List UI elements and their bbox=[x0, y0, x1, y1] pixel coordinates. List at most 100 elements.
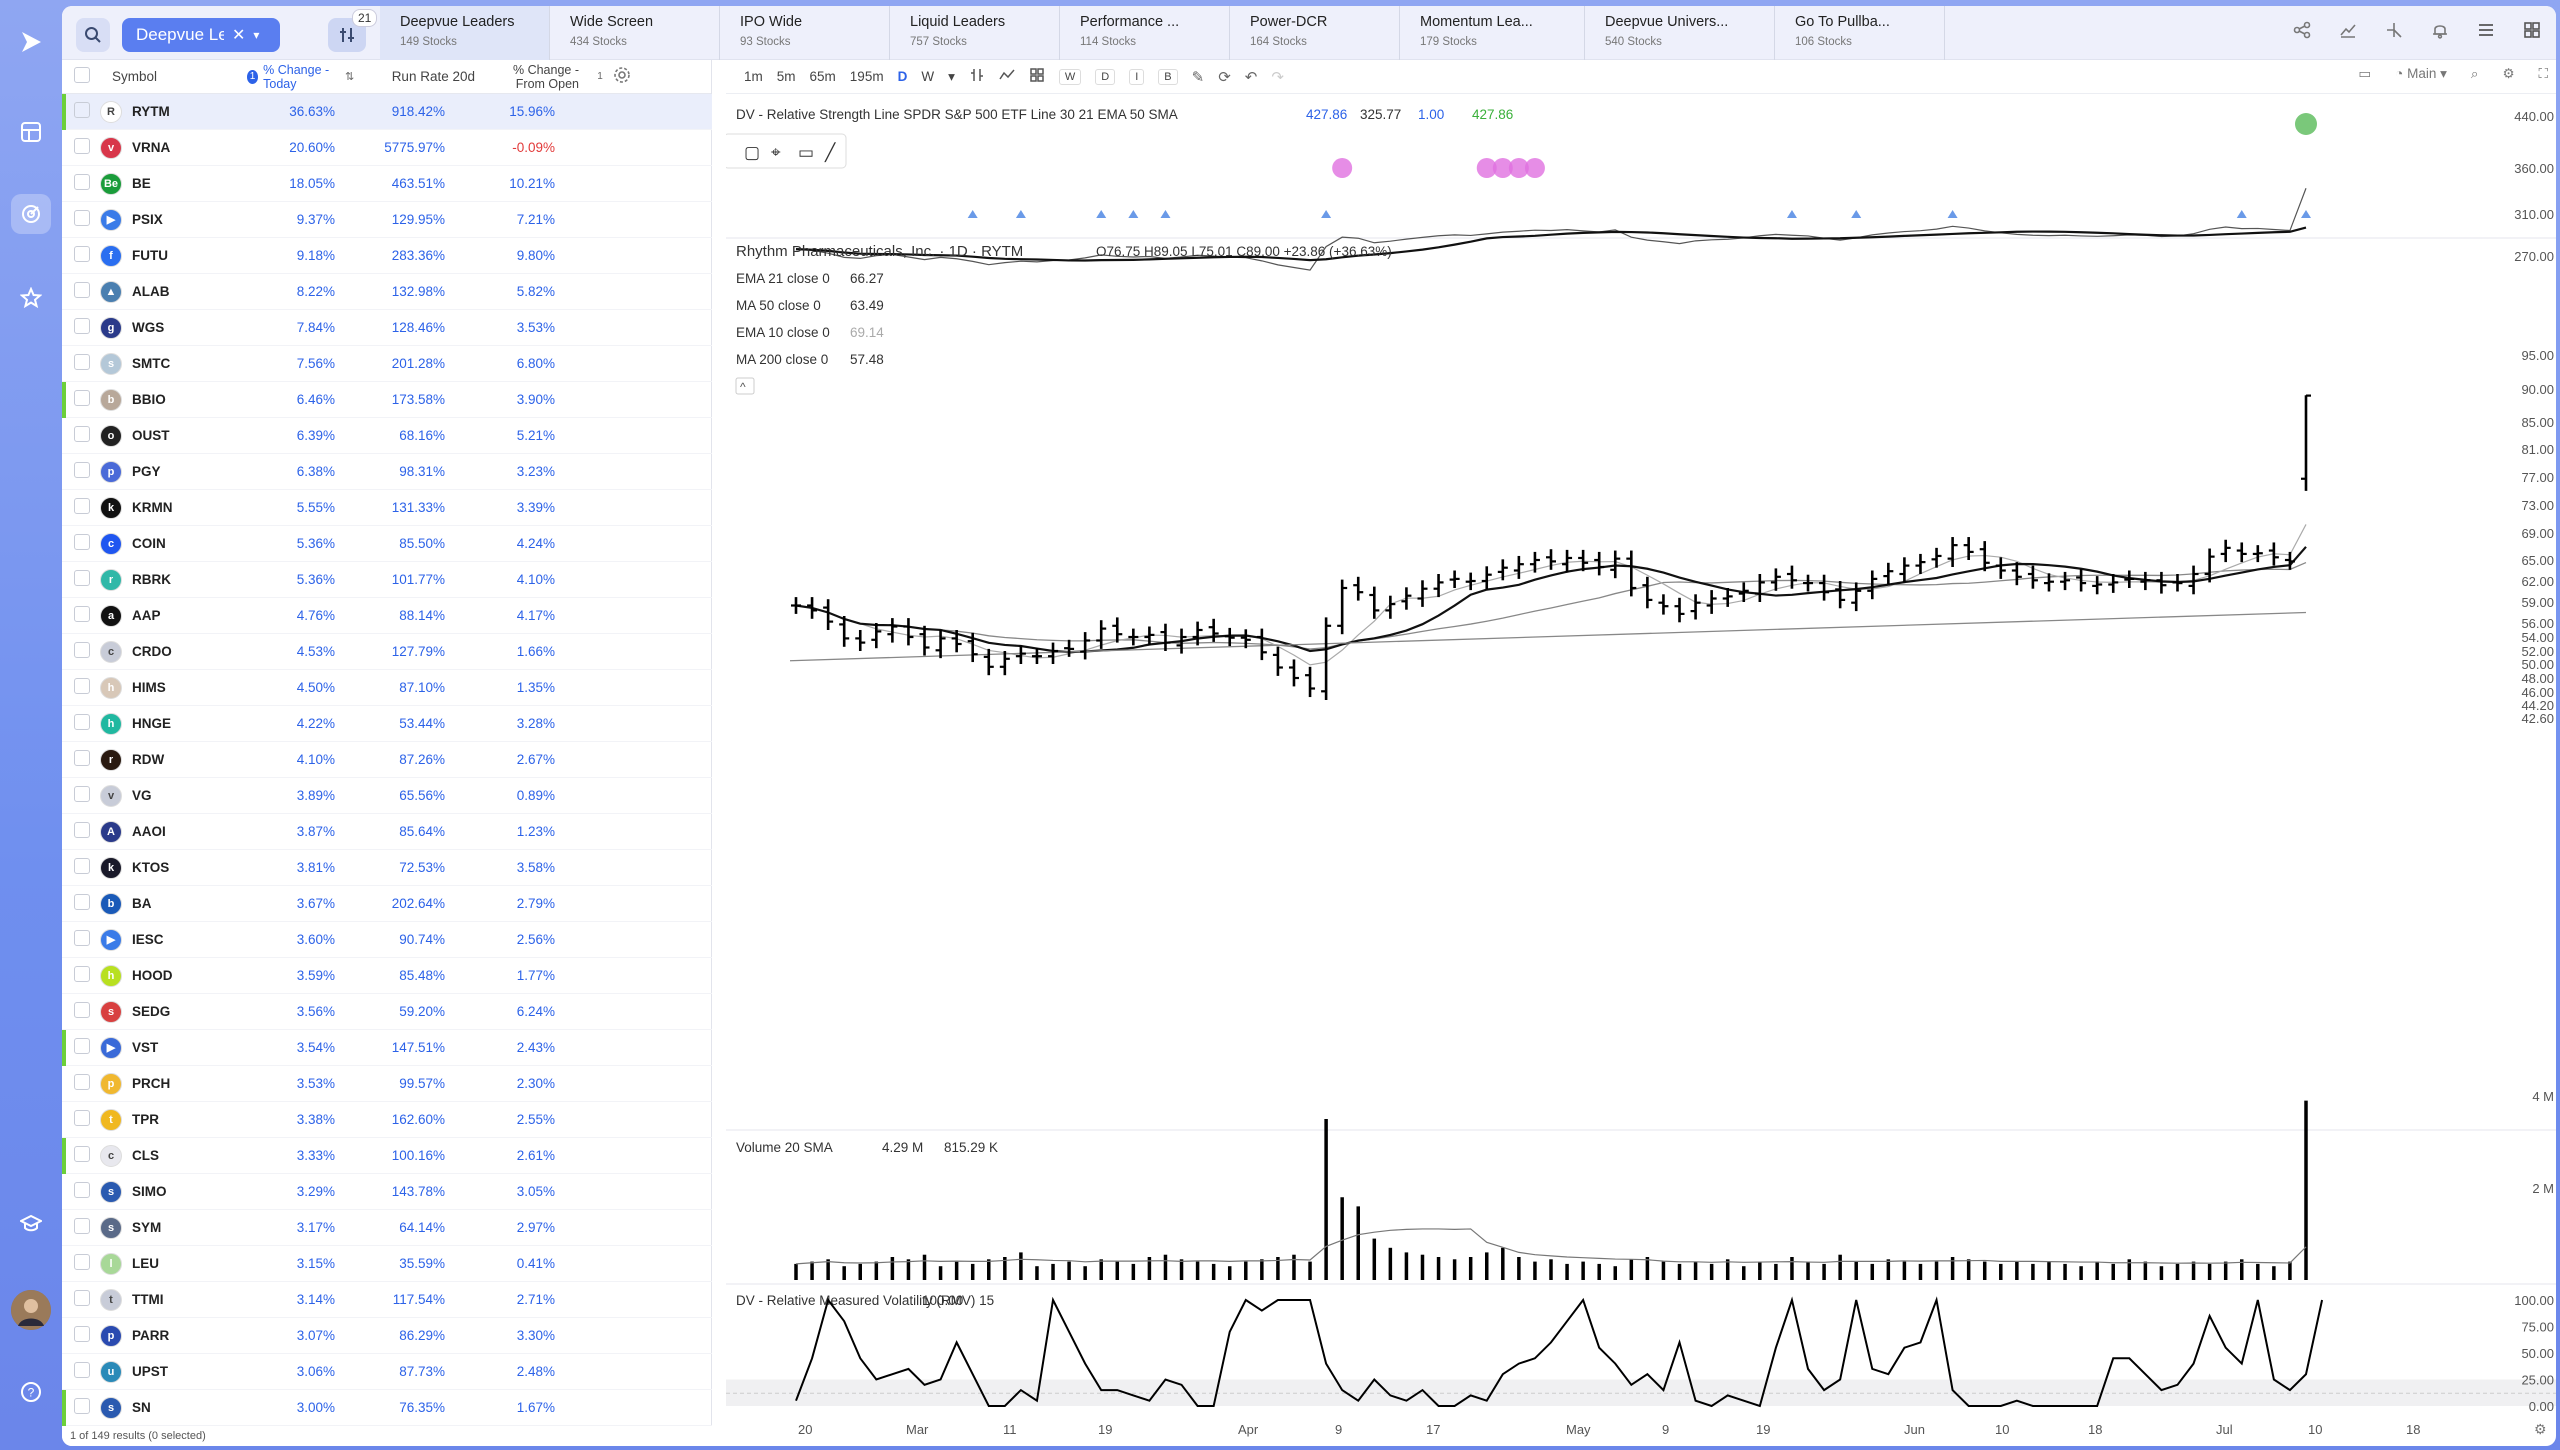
table-row[interactable]: g WGS 7.84% 128.46% 3.53% bbox=[62, 310, 712, 346]
row-checkbox[interactable] bbox=[62, 390, 100, 409]
table-row[interactable]: ▶ PSIX 9.37% 129.95% 7.21% bbox=[62, 202, 712, 238]
row-symbol[interactable]: CRDO bbox=[132, 644, 172, 659]
table-row[interactable]: b BA 3.67% 202.64% 2.79% bbox=[62, 886, 712, 922]
row-symbol[interactable]: FUTU bbox=[132, 248, 168, 263]
row-symbol[interactable]: LEU bbox=[132, 1256, 159, 1271]
clear-icon[interactable]: ✕ bbox=[232, 27, 246, 44]
tab-4[interactable]: Performance ... 114 Stocks bbox=[1060, 6, 1230, 60]
table-row[interactable]: s SYM 3.17% 64.14% 2.97% bbox=[62, 1210, 712, 1246]
row-symbol[interactable]: CLS bbox=[132, 1148, 159, 1163]
alerts-bell-icon[interactable] bbox=[2428, 18, 2452, 42]
table-row[interactable]: v VG 3.89% 65.56% 0.89% bbox=[62, 778, 712, 814]
deepvue-logo-icon[interactable] bbox=[11, 22, 51, 62]
row-checkbox[interactable] bbox=[62, 426, 100, 445]
table-row[interactable]: k KRMN 5.55% 131.33% 3.39% bbox=[62, 490, 712, 526]
row-checkbox[interactable] bbox=[62, 1290, 100, 1309]
tab-1[interactable]: Wide Screen 434 Stocks bbox=[550, 6, 720, 60]
fullscreen-icon[interactable]: ⛶ bbox=[2538, 66, 2548, 81]
table-row[interactable]: p PGY 6.38% 98.31% 3.23% bbox=[62, 454, 712, 490]
row-symbol[interactable]: SN bbox=[132, 1400, 151, 1415]
table-row[interactable]: r RBRK 5.36% 101.77% 4.10% bbox=[62, 562, 712, 598]
table-row[interactable]: b BBIO 6.46% 173.58% 3.90% bbox=[62, 382, 712, 418]
row-checkbox[interactable] bbox=[62, 750, 100, 769]
row-checkbox[interactable] bbox=[62, 858, 100, 877]
table-row[interactable]: s SMTC 7.56% 201.28% 6.80% bbox=[62, 346, 712, 382]
timeframe-65m[interactable]: 65m bbox=[809, 69, 836, 84]
table-row[interactable]: A AAOI 3.87% 85.64% 1.23% bbox=[62, 814, 712, 850]
col-symbol[interactable]: Symbol bbox=[112, 69, 158, 84]
timeframe-195m[interactable]: 195m bbox=[849, 69, 884, 84]
row-symbol[interactable]: AAP bbox=[132, 608, 161, 623]
row-symbol[interactable]: IESC bbox=[132, 932, 164, 947]
table-row[interactable]: c CRDO 4.53% 127.79% 1.66% bbox=[62, 634, 712, 670]
row-symbol[interactable]: PARR bbox=[132, 1328, 170, 1343]
row-checkbox[interactable] bbox=[62, 1146, 100, 1165]
screen-selector[interactable]: Deepvue Le... ✕ ▾ bbox=[122, 18, 280, 52]
undo-icon[interactable]: ↶ bbox=[1244, 68, 1258, 86]
templates-icon[interactable] bbox=[1029, 67, 1045, 86]
dashboard-icon[interactable] bbox=[11, 112, 51, 152]
table-settings-icon[interactable] bbox=[613, 66, 631, 87]
row-checkbox[interactable] bbox=[62, 1182, 100, 1201]
row-checkbox[interactable] bbox=[62, 102, 100, 121]
table-row[interactable]: c COIN 5.36% 85.50% 4.24% bbox=[62, 526, 712, 562]
range-I[interactable]: I bbox=[1129, 68, 1145, 85]
table-row[interactable]: c CLS 3.33% 100.16% 2.61% bbox=[62, 1138, 712, 1174]
panels-icon[interactable]: ▭ bbox=[2358, 66, 2372, 81]
sort-icon[interactable]: ⇅ bbox=[345, 71, 355, 83]
row-symbol[interactable]: UPST bbox=[132, 1364, 169, 1379]
chevron-down-icon[interactable]: ▾ bbox=[253, 28, 260, 42]
row-symbol[interactable]: KRMN bbox=[132, 500, 173, 515]
tab-3[interactable]: Liquid Leaders 757 Stocks bbox=[890, 6, 1060, 60]
range-B[interactable]: B bbox=[1158, 68, 1178, 85]
timeframe-1m[interactable]: 1m bbox=[744, 69, 763, 84]
row-symbol[interactable]: VG bbox=[132, 788, 152, 803]
row-checkbox[interactable] bbox=[62, 534, 100, 553]
row-checkbox[interactable] bbox=[62, 174, 100, 193]
row-symbol[interactable]: SEDG bbox=[132, 1004, 171, 1019]
row-checkbox[interactable] bbox=[62, 822, 100, 841]
row-symbol[interactable]: RBRK bbox=[132, 572, 171, 587]
list-view-icon[interactable] bbox=[2474, 18, 2498, 42]
row-checkbox[interactable] bbox=[62, 1218, 100, 1237]
range-W[interactable]: W bbox=[1058, 68, 1082, 85]
range-D[interactable]: D bbox=[1095, 68, 1116, 85]
row-symbol[interactable]: OUST bbox=[132, 428, 170, 443]
tab-6[interactable]: Momentum Lea... 179 Stocks bbox=[1400, 6, 1585, 60]
table-row[interactable]: r RDW 4.10% 87.26% 2.67% bbox=[62, 742, 712, 778]
table-row[interactable]: u UPST 3.06% 87.73% 2.48% bbox=[62, 1354, 712, 1390]
row-checkbox[interactable] bbox=[62, 1110, 100, 1129]
row-symbol[interactable]: VST bbox=[132, 1040, 159, 1055]
table-row[interactable]: a AAP 4.76% 88.14% 4.17% bbox=[62, 598, 712, 634]
row-symbol[interactable]: VRNA bbox=[132, 140, 171, 155]
table-row[interactable]: ▶ IESC 3.60% 90.74% 2.56% bbox=[62, 922, 712, 958]
share-icon[interactable] bbox=[2290, 18, 2314, 42]
row-symbol[interactable]: PGY bbox=[132, 464, 161, 479]
table-row[interactable]: h HNGE 4.22% 53.44% 3.28% bbox=[62, 706, 712, 742]
table-row[interactable]: s SEDG 3.56% 59.20% 6.24% bbox=[62, 994, 712, 1030]
row-checkbox[interactable] bbox=[62, 606, 100, 625]
row-symbol[interactable]: HOOD bbox=[132, 968, 173, 983]
table-row[interactable]: ▶ VST 3.54% 147.51% 2.43% bbox=[62, 1030, 712, 1066]
tab-2[interactable]: IPO Wide 93 Stocks bbox=[720, 6, 890, 60]
select-all-checkbox[interactable] bbox=[62, 67, 100, 86]
watchlist-star-icon[interactable] bbox=[11, 278, 51, 318]
table-row[interactable]: v VRNA 20.60% 5775.97% -0.09% bbox=[62, 130, 712, 166]
row-symbol[interactable]: PRCH bbox=[132, 1076, 171, 1091]
row-checkbox[interactable] bbox=[62, 138, 100, 157]
row-checkbox[interactable] bbox=[62, 246, 100, 265]
row-checkbox[interactable] bbox=[62, 714, 100, 733]
row-symbol[interactable]: RYTM bbox=[132, 104, 170, 119]
row-checkbox[interactable] bbox=[62, 966, 100, 985]
col-pct-change[interactable]: 1 % Change - Today bbox=[247, 63, 345, 91]
timeframe-chevron-icon[interactable]: ▾ bbox=[948, 68, 955, 84]
row-checkbox[interactable] bbox=[62, 1398, 100, 1417]
layout-main-select[interactable]: ◔ Main ▾ bbox=[2395, 66, 2447, 81]
tab-8[interactable]: Go To Pullba... 106 Stocks bbox=[1775, 6, 1945, 60]
table-row[interactable]: Be BE 18.05% 463.51% 10.21% bbox=[62, 166, 712, 202]
row-checkbox[interactable] bbox=[62, 318, 100, 337]
row-checkbox[interactable] bbox=[62, 210, 100, 229]
help-icon[interactable]: ? bbox=[11, 1372, 51, 1412]
row-checkbox[interactable] bbox=[62, 570, 100, 589]
row-checkbox[interactable] bbox=[62, 930, 100, 949]
